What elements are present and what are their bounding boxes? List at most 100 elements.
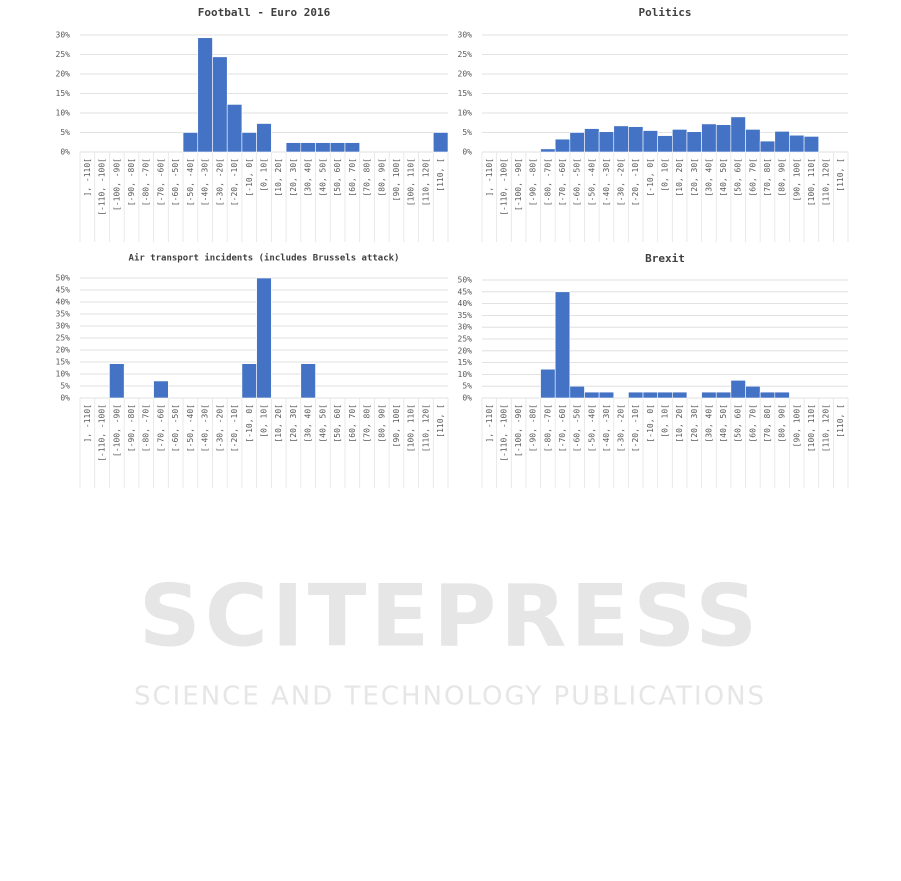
x-tick-label: [-80, -70[ — [543, 158, 552, 206]
bar — [686, 131, 702, 153]
y-tick-label: 30% — [56, 322, 71, 331]
bar — [628, 126, 644, 153]
bar — [344, 142, 360, 153]
bar — [285, 142, 302, 153]
bar — [329, 142, 346, 153]
y-tick-label: 40% — [56, 298, 71, 307]
bar — [540, 148, 556, 153]
x-tick-label: [-80, -70[ — [142, 404, 151, 452]
x-tick-label: [60, 70[ — [748, 158, 757, 197]
x-tick-label: [0, 10[ — [661, 158, 670, 192]
bar — [672, 391, 688, 399]
chart-title: Football - Euro 2016 — [198, 6, 331, 19]
x-tick-label: [-70, -60[ — [558, 158, 567, 206]
x-tick-label: [-100, -90[ — [112, 158, 121, 211]
y-tick-label: 30% — [56, 31, 71, 40]
x-tick-label: [-70, -60[ — [156, 158, 165, 206]
x-tick-label: [20, 30[ — [690, 158, 699, 197]
x-tick-label: [10, 20[ — [675, 404, 684, 443]
x-tick-label: [-110, -100[ — [98, 404, 107, 462]
x-tick-label: [50, 60[ — [734, 158, 743, 197]
x-tick-label: [60, 70[ — [748, 404, 757, 443]
x-tick-label: [10, 20[ — [675, 158, 684, 197]
x-tick-label: [90, 100[ — [392, 158, 401, 201]
x-tick-label: [-10, 0[ — [245, 404, 254, 443]
x-tick-label: [-60, -50[ — [171, 158, 180, 206]
x-tick-label: ], -110[ — [485, 404, 494, 443]
bar — [153, 380, 169, 399]
y-tick-label: 45% — [458, 287, 473, 296]
x-tick-label: [-30, -20[ — [617, 404, 626, 452]
bar — [774, 391, 790, 399]
y-tick-label: 5% — [60, 382, 70, 391]
x-tick-label: [10, 20[ — [274, 158, 283, 197]
x-tick-label: [-30, -20[ — [617, 158, 626, 206]
x-tick-label: [60, 70[ — [348, 158, 357, 197]
x-tick-label: [-70, -60[ — [558, 404, 567, 452]
x-tick-label: [80, 90[ — [377, 158, 386, 197]
bar — [628, 391, 644, 399]
x-tick-label: [-90, -80[ — [529, 404, 538, 452]
bar — [672, 129, 688, 153]
x-tick-label: [-10, 0[ — [245, 158, 254, 197]
bar — [212, 56, 228, 153]
y-tick-label: 10% — [56, 370, 71, 379]
x-tick-label: [30, 40[ — [304, 404, 313, 443]
bar — [774, 131, 790, 153]
y-tick-label: 20% — [56, 70, 71, 79]
bar — [745, 385, 761, 399]
bar — [598, 131, 615, 153]
bar — [715, 391, 732, 399]
y-tick-label: 10% — [458, 109, 473, 118]
x-tick-label: [-80, -70[ — [543, 404, 552, 452]
x-tick-label: [80, 90[ — [778, 404, 787, 443]
x-tick-label: ], -110[ — [83, 158, 92, 197]
x-tick-label: [110, 120[ — [421, 158, 430, 206]
watermark-title: SCITEPRESS — [139, 566, 761, 666]
x-tick-label: [70, 80[ — [363, 158, 372, 197]
bar — [226, 104, 243, 153]
bar — [715, 124, 732, 153]
x-tick-label: [-100, -90[ — [514, 404, 523, 457]
bar — [598, 391, 615, 399]
x-tick-label: [110, [ — [436, 158, 445, 192]
x-tick-label: [20, 30[ — [289, 404, 298, 443]
x-tick-label: [0, 10[ — [260, 404, 269, 438]
x-tick-label: [110, [ — [836, 404, 845, 438]
bar — [584, 391, 600, 399]
x-tick-label: [40, 50[ — [719, 404, 728, 443]
bar — [584, 128, 600, 153]
y-tick-label: 50% — [56, 274, 71, 283]
chart-title: Air transport incidents (includes Brusse… — [129, 253, 400, 264]
bar — [182, 132, 199, 153]
x-tick-label: [-50, -40[ — [186, 404, 195, 452]
bar — [256, 123, 272, 153]
x-tick-label: [-100, -90[ — [112, 404, 121, 457]
bar — [554, 138, 571, 153]
x-tick-label: [20, 30[ — [289, 158, 298, 197]
x-tick-label: [-100, -90[ — [514, 158, 523, 211]
y-tick-label: 25% — [458, 335, 473, 344]
bar — [300, 363, 316, 399]
x-tick-label: [-20, -10[ — [631, 158, 640, 206]
bar — [569, 385, 585, 399]
x-tick-label: [-50, -40[ — [587, 404, 596, 452]
x-tick-label: [0, 10[ — [260, 158, 269, 192]
bar — [657, 391, 673, 399]
bar — [432, 132, 449, 153]
x-tick-label: [70, 80[ — [763, 404, 772, 443]
x-tick-label: [80, 90[ — [778, 158, 787, 197]
y-tick-label: 15% — [56, 358, 71, 367]
watermark-subtitle: SCIENCE AND TECHNOLOGY PUBLICATIONS — [134, 682, 766, 712]
x-tick-label: [90, 100[ — [792, 404, 801, 447]
bar — [759, 140, 776, 153]
x-tick-label: [-30, -20[ — [215, 404, 224, 452]
bar — [657, 135, 673, 153]
x-tick-label: [50, 60[ — [333, 404, 342, 443]
y-tick-label: 40% — [458, 299, 473, 308]
x-tick-label: [70, 80[ — [363, 404, 372, 443]
x-tick-label: [-60, -50[ — [573, 158, 582, 206]
x-tick-label: [-50, -40[ — [186, 158, 195, 206]
y-tick-label: 15% — [56, 89, 71, 98]
